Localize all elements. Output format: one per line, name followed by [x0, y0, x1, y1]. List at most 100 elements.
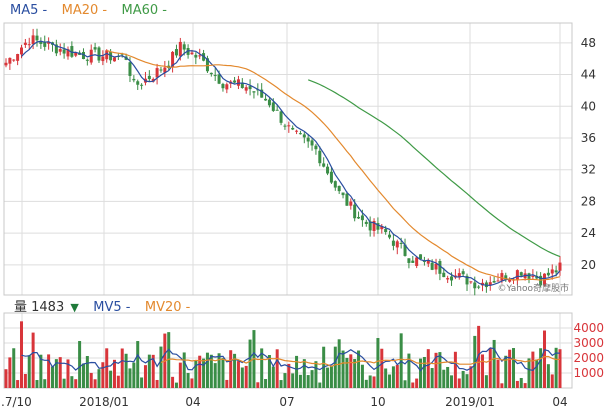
candlestick-series [4, 28, 562, 296]
candle-body [105, 50, 109, 60]
candle-body [461, 271, 465, 275]
price-tick-label: 28 [581, 194, 596, 208]
volume-bar [143, 365, 147, 388]
candle-body [496, 280, 500, 282]
volume-bar [318, 382, 322, 388]
volume-bar [151, 354, 155, 388]
candle-body [333, 181, 337, 188]
volume-value: 量 1483 [14, 300, 65, 315]
candle-body [419, 254, 423, 260]
volume-bar [419, 358, 423, 388]
volume-bar [349, 354, 353, 388]
candle-body [357, 216, 361, 219]
moving-average-lines [21, 40, 561, 287]
candle-body [112, 57, 116, 62]
volume-bar [426, 349, 430, 388]
volume-tick-label: 4000 [573, 321, 604, 335]
candle-body [446, 278, 450, 280]
candle-body [341, 192, 345, 196]
volume-bar [147, 354, 151, 388]
volume-bar [360, 364, 364, 388]
volume-bar [4, 369, 8, 388]
volume-bar [174, 382, 178, 388]
volume-bar [209, 354, 213, 388]
volume-bar [461, 370, 465, 388]
candle-body [194, 54, 198, 58]
volume-bar [213, 363, 217, 388]
candle-body [395, 241, 399, 248]
volume-bar [244, 365, 248, 388]
volume-bar [469, 366, 473, 388]
candle-body [47, 41, 51, 44]
volume-bar [341, 350, 345, 388]
volume-bar [353, 359, 357, 388]
candle-body [19, 47, 23, 55]
volume-bar [515, 380, 519, 388]
price-tick-label: 44 [581, 68, 596, 82]
volume-bar [368, 375, 372, 388]
volume-bar [19, 321, 23, 388]
volume-bar [550, 374, 554, 388]
volume-bar [453, 351, 457, 388]
volume-bar [380, 348, 384, 388]
volume-bar [58, 357, 62, 388]
candle-body [209, 72, 213, 75]
volume-bar [430, 368, 434, 388]
date-tick-label: 2019/01 [445, 395, 495, 409]
volume-bar [186, 372, 190, 388]
candle-body [488, 282, 492, 286]
volume-bar [329, 366, 333, 388]
volume-bar [171, 376, 175, 388]
candle-body [221, 83, 225, 89]
legend-ma20: MA20 - [61, 3, 108, 18]
volume-bar [302, 359, 306, 388]
date-tick-label: .7/10 [1, 395, 32, 409]
candle-body [260, 89, 264, 98]
candle-body [388, 234, 392, 238]
candle-body [35, 35, 39, 41]
candle-body [217, 74, 221, 84]
candle-body [326, 166, 330, 174]
candle-body [54, 44, 58, 54]
volume-bar [442, 369, 446, 388]
volume-bar [74, 379, 78, 388]
volume-bar [31, 332, 35, 388]
candle-body [271, 102, 275, 111]
volume-bar [407, 353, 411, 388]
volume-bar [105, 348, 109, 388]
volume-bar [8, 357, 12, 388]
volume-bar [484, 375, 488, 388]
volume-bar [70, 376, 74, 388]
candle-body [337, 185, 341, 192]
volume-bar [120, 348, 124, 388]
candle-body [500, 273, 504, 281]
volume-bar [481, 354, 485, 388]
candle-body [264, 98, 268, 101]
price-tick-label: 36 [581, 131, 596, 145]
volume-legend: 量 1483 ▼ MV5 - MV20 - [14, 296, 192, 315]
volume-bar [236, 361, 240, 388]
candle-body [248, 86, 252, 90]
price-grid [4, 23, 572, 295]
candle-body [140, 84, 144, 86]
volume-bar [488, 347, 492, 388]
volume-bar [16, 380, 20, 388]
volume-bar [376, 338, 380, 388]
price-tick-label: 20 [581, 258, 596, 272]
volume-bar [89, 372, 93, 388]
volume-bar [438, 352, 442, 388]
candle-body [58, 49, 62, 52]
date-tick-label: 2018/01 [79, 395, 129, 409]
volume-bar [357, 350, 361, 388]
volume-bar [465, 374, 469, 388]
candle-body [147, 75, 151, 80]
candle-body [442, 272, 446, 278]
candle-body [174, 49, 178, 56]
volume-bar [248, 339, 252, 388]
candle-body [329, 171, 333, 183]
volume-tick-label: 1000 [573, 366, 604, 380]
candle-body [391, 240, 395, 246]
candle-body [450, 276, 454, 281]
